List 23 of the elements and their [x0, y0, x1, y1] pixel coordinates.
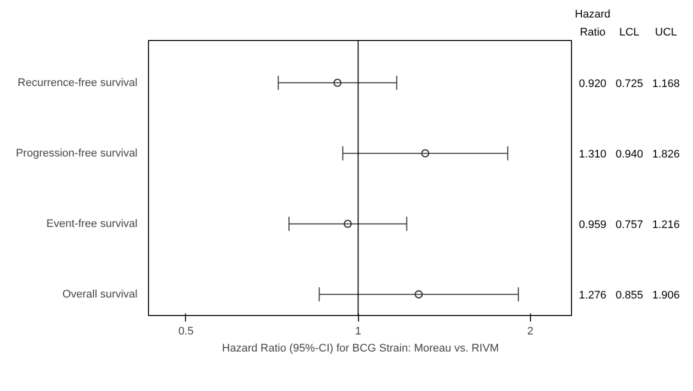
text: 1.168	[652, 78, 680, 90]
y-tick-label: Overall survival	[62, 288, 138, 300]
text: 1.906	[652, 289, 680, 302]
x-axis-title: Hazard Ratio (95%-CI) for BCG Strain: Moreau vs. RIVM	[222, 342, 499, 354]
text: 1.216	[652, 218, 680, 231]
text: UCL	[654, 26, 678, 39]
text: Hazard Ratio	[574, 8, 610, 39]
text: 0.757	[616, 218, 644, 231]
data-label: 0.959	[578, 218, 606, 231]
data-label: 1.276	[578, 289, 606, 302]
x-tick-label: 2	[527, 326, 534, 338]
text: 0.855	[616, 289, 644, 302]
text: 0.940	[616, 148, 644, 160]
text: 0.725	[616, 78, 644, 90]
x-tick-label: 1	[355, 326, 362, 338]
data-label: 0.920	[578, 78, 606, 90]
y-tick-label: Progression-free survival	[16, 147, 138, 160]
text: LCL	[619, 26, 640, 39]
y-tick-label: Recurrence-free survival	[18, 76, 138, 89]
x-tick-label: 0.5	[178, 326, 194, 338]
text: 1.826	[652, 148, 680, 160]
data-label: 1.310	[578, 148, 606, 160]
y-tick-label: Event-free survival	[46, 218, 138, 230]
